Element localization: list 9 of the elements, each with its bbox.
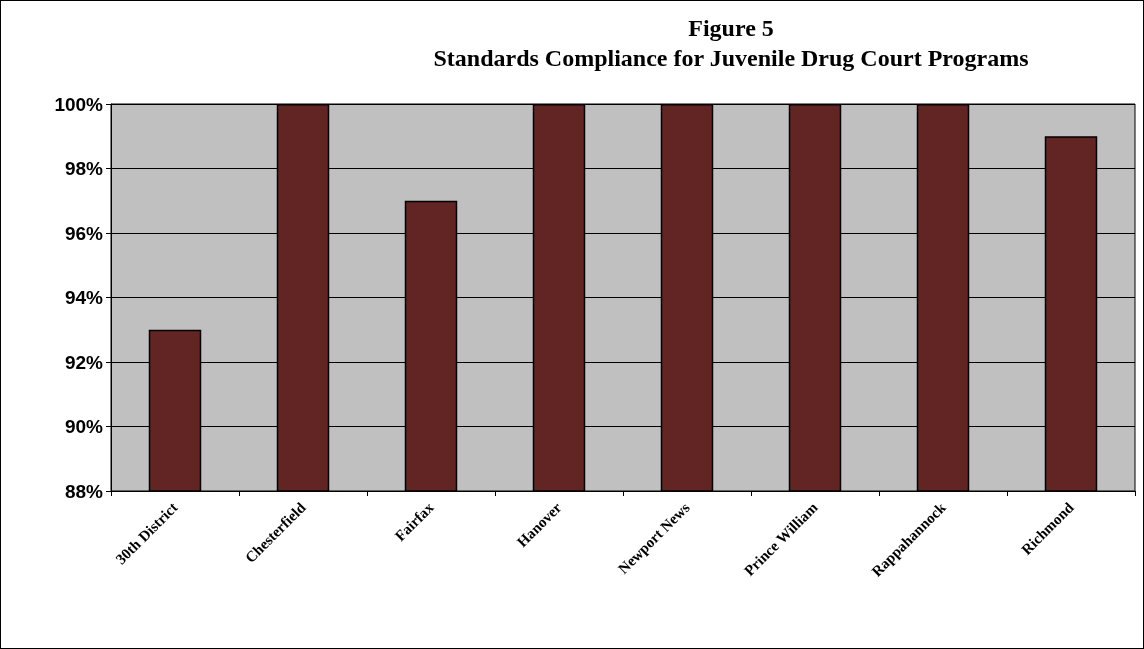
- y-tick-label: 90%: [64, 416, 104, 437]
- y-tick-label: 92%: [64, 351, 104, 373]
- y-tick-label: 98%: [64, 158, 104, 179]
- y-tick-label: 96%: [64, 222, 104, 244]
- y-tick-label: 100%: [54, 93, 104, 115]
- y-tick-label: 94%: [64, 287, 104, 308]
- chart-title: Figure 5: [688, 15, 774, 41]
- y-tick-label: 88%: [64, 480, 104, 502]
- chart-subtitle: Standards Compliance for Juvenile Drug Court Programs: [433, 45, 1029, 71]
